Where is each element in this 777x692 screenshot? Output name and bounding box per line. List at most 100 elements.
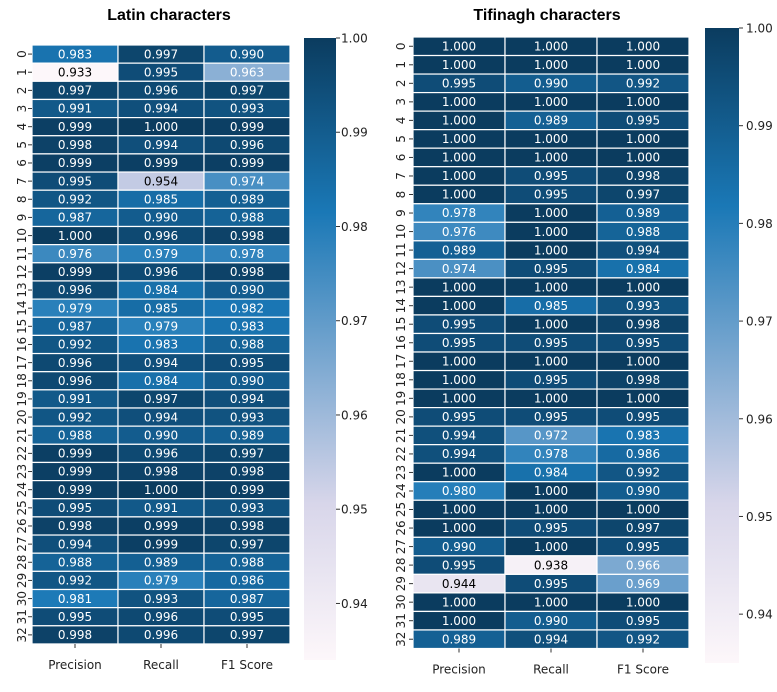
latin-row-label: 27 bbox=[15, 536, 29, 551]
tifinagh-cell-value: 1.000 bbox=[626, 354, 660, 368]
tifinagh-cell-value: 0.989 bbox=[626, 206, 660, 220]
tifinagh-cell-value: 1.000 bbox=[442, 169, 476, 183]
tifinagh-column-label: Recall bbox=[533, 662, 569, 676]
latin-cell-value: 0.994 bbox=[144, 410, 178, 424]
tifinagh-row-label: 7 bbox=[394, 172, 408, 180]
tifinagh-cell-value: 1.000 bbox=[442, 614, 476, 628]
tifinagh-cell-value: 0.992 bbox=[626, 632, 660, 646]
latin-cell-value: 0.998 bbox=[58, 138, 92, 152]
tifinagh-cell-value: 0.995 bbox=[534, 521, 568, 535]
tifinagh-cell-value: 0.978 bbox=[534, 447, 568, 461]
tifinagh-cell-value: 0.988 bbox=[626, 225, 660, 239]
latin-cell-value: 0.987 bbox=[58, 320, 92, 334]
latin-cell-value: 0.999 bbox=[58, 483, 92, 497]
latin-row-label: 32 bbox=[15, 627, 29, 642]
latin-cell-value: 0.979 bbox=[144, 320, 178, 334]
tifinagh-colorbar-tick-label: 1.00 bbox=[746, 22, 773, 36]
tifinagh-cell-value: 0.995 bbox=[442, 336, 476, 350]
latin-row-label: 30 bbox=[15, 591, 29, 606]
tifinagh-row-label: 3 bbox=[394, 98, 408, 106]
tifinagh-cell-value: 1.000 bbox=[442, 132, 476, 146]
tifinagh-cell-value: 1.000 bbox=[442, 95, 476, 109]
tifinagh-cell-value: 0.976 bbox=[442, 225, 476, 239]
tifinagh-cell-value: 1.000 bbox=[442, 188, 476, 202]
tifinagh-colorbar-tick-label: 0.95 bbox=[746, 510, 773, 524]
latin-row-label: 21 bbox=[15, 428, 29, 443]
latin-row-label: 28 bbox=[15, 555, 29, 570]
tifinagh-row-label: 17 bbox=[394, 354, 408, 369]
latin-row-label: 1 bbox=[15, 68, 29, 76]
tifinagh-row-label: 32 bbox=[394, 632, 408, 647]
latin-cell-value: 0.999 bbox=[144, 156, 178, 170]
tifinagh-row-label: 12 bbox=[394, 261, 408, 276]
tifinagh-cell-value: 0.986 bbox=[626, 447, 660, 461]
tifinagh-cell-value: 0.989 bbox=[442, 632, 476, 646]
latin-cell-value: 0.992 bbox=[58, 192, 92, 206]
tifinagh-cell-value: 0.997 bbox=[626, 521, 660, 535]
tifinagh-cell-value: 0.998 bbox=[626, 373, 660, 387]
latin-row-label: 22 bbox=[15, 446, 29, 461]
tifinagh-row-label: 19 bbox=[394, 391, 408, 406]
tifinagh-cell-value: 0.990 bbox=[534, 77, 568, 91]
tifinagh-cell-value: 1.000 bbox=[626, 280, 660, 294]
latin-cell-value: 0.999 bbox=[58, 447, 92, 461]
latin-cell-value: 0.963 bbox=[230, 65, 264, 79]
latin-cell-value: 0.988 bbox=[230, 555, 264, 569]
latin-cell-value: 0.998 bbox=[144, 465, 178, 479]
latin-cell-value: 0.989 bbox=[144, 555, 178, 569]
latin-cell-value: 0.954 bbox=[144, 174, 178, 188]
tifinagh-cell-value: 0.995 bbox=[534, 410, 568, 424]
latin-cell-value: 0.990 bbox=[144, 211, 178, 225]
tifinagh-cell-value: 0.994 bbox=[626, 243, 660, 257]
tifinagh-cell-value: 0.984 bbox=[534, 466, 568, 480]
tifinagh-cell-value: 0.994 bbox=[442, 447, 476, 461]
latin-row-label: 29 bbox=[15, 573, 29, 588]
latin-cell-value: 0.996 bbox=[144, 447, 178, 461]
tifinagh-cell-value: 0.990 bbox=[442, 540, 476, 554]
latin-cell-value: 0.998 bbox=[58, 628, 92, 642]
latin-cell-value: 0.998 bbox=[230, 229, 264, 243]
tifinagh-cell-value: 0.990 bbox=[626, 484, 660, 498]
tifinagh-cell-value: 1.000 bbox=[442, 521, 476, 535]
latin-cell-value: 0.988 bbox=[58, 555, 92, 569]
latin-row-label: 11 bbox=[15, 246, 29, 261]
tifinagh-colorbar-tick-label: 0.98 bbox=[746, 217, 773, 231]
tifinagh-cell-value: 0.944 bbox=[442, 577, 476, 591]
tifinagh-cell-value: 1.000 bbox=[534, 503, 568, 517]
latin-cell-value: 0.983 bbox=[230, 320, 264, 334]
latin-cell-value: 0.992 bbox=[58, 338, 92, 352]
latin-cell-value: 0.979 bbox=[58, 301, 92, 315]
tifinagh-cell-value: 0.990 bbox=[534, 614, 568, 628]
tifinagh-cell-value: 0.972 bbox=[534, 429, 568, 443]
tifinagh-cell-value: 0.983 bbox=[626, 429, 660, 443]
latin-colorbar-tick-label: 1.00 bbox=[341, 32, 368, 46]
latin-cell-value: 0.998 bbox=[58, 519, 92, 533]
tifinagh-cell-value: 0.995 bbox=[442, 410, 476, 424]
latin-cell-value: 0.986 bbox=[230, 574, 264, 588]
latin-cell-value: 0.997 bbox=[230, 537, 264, 551]
tifinagh-column-label: Precision bbox=[432, 662, 486, 676]
latin-cell-value: 0.999 bbox=[58, 265, 92, 279]
tifinagh-cell-value: 1.000 bbox=[626, 503, 660, 517]
tifinagh-colorbar-tick-label: 0.97 bbox=[746, 315, 773, 329]
tifinagh-cell-value: 0.966 bbox=[626, 558, 660, 572]
latin-cell-value: 0.993 bbox=[230, 102, 264, 116]
tifinagh-cell-value: 0.995 bbox=[534, 262, 568, 276]
latin-cell-value: 0.993 bbox=[144, 592, 178, 606]
latin-cell-value: 0.988 bbox=[58, 428, 92, 442]
latin-cell-value: 0.999 bbox=[144, 537, 178, 551]
tifinagh-cell-value: 1.000 bbox=[534, 354, 568, 368]
tifinagh-colorbar-tick-label: 0.99 bbox=[746, 119, 773, 133]
latin-colorbar-tick-label: 0.97 bbox=[341, 314, 368, 328]
tifinagh-cell-value: 0.995 bbox=[534, 577, 568, 591]
tifinagh-cell-value: 1.000 bbox=[442, 280, 476, 294]
tifinagh-row-label: 21 bbox=[394, 428, 408, 443]
latin-row-label: 5 bbox=[15, 141, 29, 149]
latin-cell-value: 0.997 bbox=[58, 84, 92, 98]
latin-colorbar bbox=[304, 38, 336, 660]
tifinagh-cell-value: 1.000 bbox=[626, 39, 660, 53]
latin-cell-value: 0.999 bbox=[230, 156, 264, 170]
tifinagh-row-label: 29 bbox=[394, 576, 408, 591]
latin-cell-value: 0.999 bbox=[230, 120, 264, 134]
latin-cell-value: 0.990 bbox=[144, 428, 178, 442]
